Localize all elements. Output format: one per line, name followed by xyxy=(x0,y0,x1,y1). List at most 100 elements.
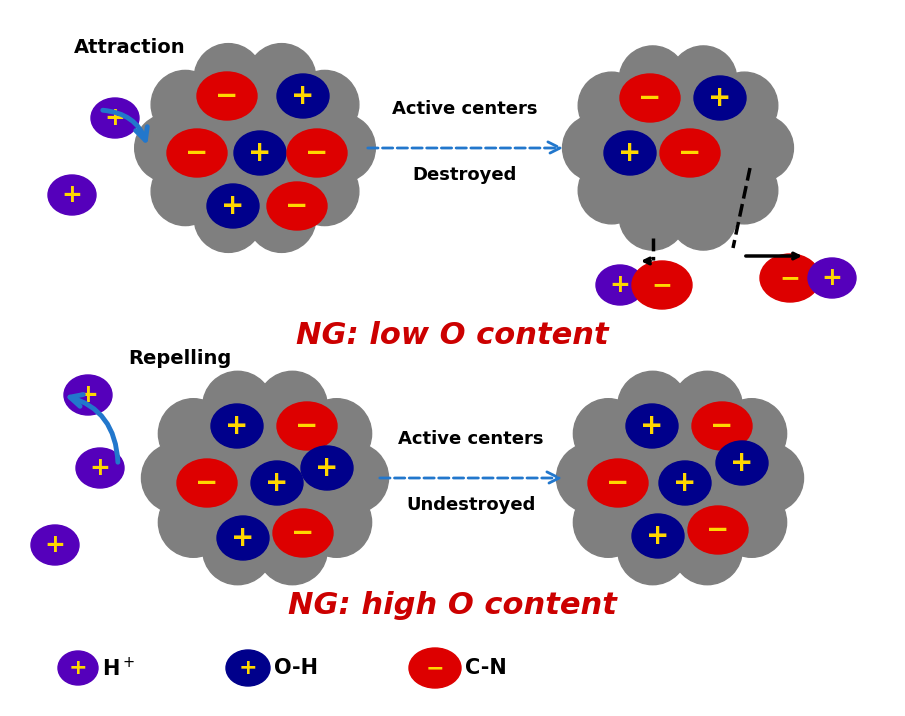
Circle shape xyxy=(247,44,316,112)
Text: −: − xyxy=(186,139,209,167)
Text: +: + xyxy=(315,454,338,482)
Text: +: + xyxy=(225,412,249,440)
Ellipse shape xyxy=(572,386,788,570)
Ellipse shape xyxy=(659,461,711,505)
Text: −: − xyxy=(638,84,662,112)
Ellipse shape xyxy=(604,131,656,175)
Ellipse shape xyxy=(632,261,692,309)
Circle shape xyxy=(618,515,688,585)
Text: −: − xyxy=(710,412,734,440)
Circle shape xyxy=(151,158,220,226)
Circle shape xyxy=(557,443,626,513)
Circle shape xyxy=(307,114,376,182)
Ellipse shape xyxy=(277,74,329,118)
Ellipse shape xyxy=(157,386,373,570)
Ellipse shape xyxy=(409,648,461,688)
Circle shape xyxy=(257,372,328,441)
Text: +: + xyxy=(248,139,272,167)
Circle shape xyxy=(203,372,272,441)
Circle shape xyxy=(301,399,372,468)
Text: Attraction: Attraction xyxy=(74,38,186,57)
Ellipse shape xyxy=(626,404,678,448)
Ellipse shape xyxy=(177,459,237,507)
Circle shape xyxy=(151,70,220,139)
Circle shape xyxy=(141,443,212,513)
Circle shape xyxy=(727,115,794,181)
Ellipse shape xyxy=(287,129,347,177)
Circle shape xyxy=(672,515,742,585)
Ellipse shape xyxy=(251,461,303,505)
Ellipse shape xyxy=(596,265,644,305)
Ellipse shape xyxy=(58,651,98,685)
Ellipse shape xyxy=(660,129,720,177)
Text: +: + xyxy=(78,383,99,407)
Circle shape xyxy=(574,488,643,557)
Ellipse shape xyxy=(217,516,269,560)
Circle shape xyxy=(619,46,686,113)
Text: −: − xyxy=(606,469,630,497)
Ellipse shape xyxy=(167,129,227,177)
Text: +: + xyxy=(291,82,315,110)
Text: Destroyed: Destroyed xyxy=(413,166,517,184)
Circle shape xyxy=(247,184,316,252)
Text: +: + xyxy=(62,183,82,207)
Text: +: + xyxy=(265,469,289,497)
Circle shape xyxy=(291,70,359,139)
Text: +: + xyxy=(673,469,697,497)
Circle shape xyxy=(711,157,777,224)
Text: Undestroyed: Undestroyed xyxy=(406,496,536,514)
Ellipse shape xyxy=(31,525,79,565)
Text: −: − xyxy=(707,516,729,544)
Circle shape xyxy=(619,183,686,250)
Circle shape xyxy=(135,114,203,182)
Circle shape xyxy=(257,515,328,585)
Circle shape xyxy=(578,157,645,224)
Text: C-N: C-N xyxy=(465,658,507,678)
Text: Active centers: Active centers xyxy=(398,430,544,448)
Circle shape xyxy=(672,372,742,441)
Circle shape xyxy=(195,44,262,112)
Text: Repelling: Repelling xyxy=(129,349,232,368)
Text: −: − xyxy=(285,192,309,220)
Ellipse shape xyxy=(211,404,263,448)
Ellipse shape xyxy=(267,182,327,230)
Text: NG: high O content: NG: high O content xyxy=(288,591,616,619)
Ellipse shape xyxy=(197,72,257,120)
Ellipse shape xyxy=(760,254,820,302)
Text: +: + xyxy=(646,522,670,550)
Ellipse shape xyxy=(91,98,139,138)
Circle shape xyxy=(195,184,262,252)
Text: −: − xyxy=(425,658,444,678)
Text: +: + xyxy=(90,456,110,480)
Ellipse shape xyxy=(632,514,684,558)
Ellipse shape xyxy=(273,509,333,557)
Circle shape xyxy=(670,183,737,250)
Text: +: + xyxy=(239,658,257,678)
Ellipse shape xyxy=(688,506,748,554)
Ellipse shape xyxy=(578,60,778,236)
Circle shape xyxy=(158,399,228,468)
Text: −: − xyxy=(195,469,219,497)
Ellipse shape xyxy=(150,58,360,238)
Text: Active centers: Active centers xyxy=(392,100,538,118)
Circle shape xyxy=(291,158,359,226)
Text: +: + xyxy=(618,139,642,167)
Text: +: + xyxy=(222,192,244,220)
Circle shape xyxy=(670,46,737,113)
Text: +: + xyxy=(610,273,631,297)
Text: −: − xyxy=(215,82,239,110)
Ellipse shape xyxy=(620,74,680,122)
Ellipse shape xyxy=(808,258,856,298)
Text: NG: low O content: NG: low O content xyxy=(296,321,608,349)
Circle shape xyxy=(717,488,786,557)
Ellipse shape xyxy=(694,76,746,120)
Text: −: − xyxy=(779,266,801,290)
Circle shape xyxy=(574,399,643,468)
Circle shape xyxy=(203,515,272,585)
Circle shape xyxy=(319,443,388,513)
Text: −: − xyxy=(679,139,701,167)
Text: +: + xyxy=(730,449,754,477)
Ellipse shape xyxy=(76,448,124,488)
Text: −: − xyxy=(652,273,672,297)
Circle shape xyxy=(711,72,777,139)
